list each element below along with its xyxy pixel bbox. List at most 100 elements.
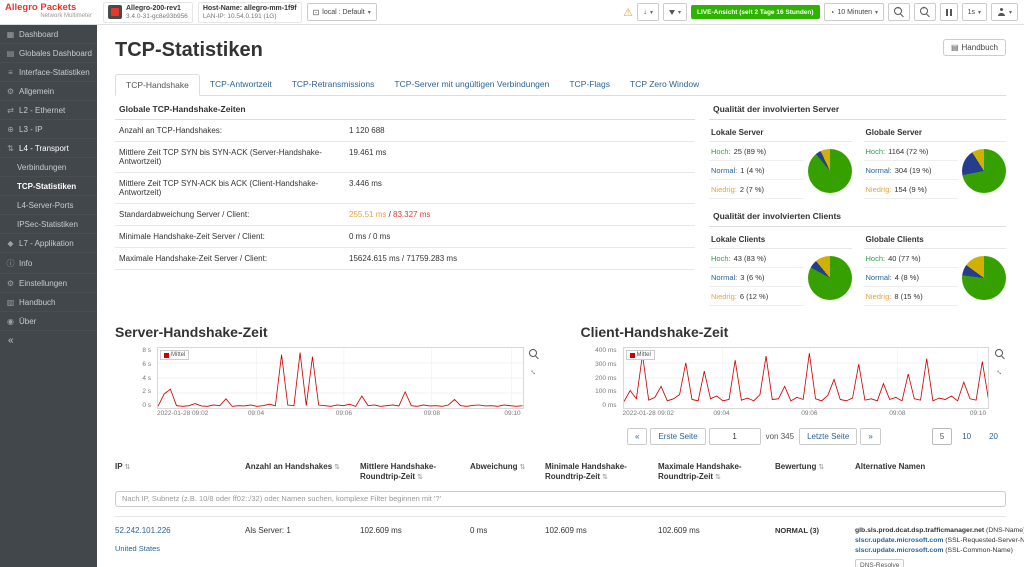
sort-icon: ⇅ xyxy=(519,464,526,471)
sidebar-item-tcp-statistiken[interactable]: TCP-Statistiken xyxy=(0,177,97,196)
table-header-bewertung[interactable]: Bewertung ⇅ xyxy=(775,462,825,471)
live-view-badge[interactable]: LIVE-Ansicht (seit 2 Tage 16 Stunden) xyxy=(691,5,820,19)
sidebar-item-l2-ethernet[interactable]: ⇄ L2 - Ethernet xyxy=(0,101,97,120)
chevron-down-icon: ▾ xyxy=(1008,9,1012,16)
client-handshake-chart-panel: Client-Handshake-Zeit 400 ms 300 ms 200 … xyxy=(581,324,1007,418)
sidebar-item-einstellungen[interactable]: ⚙ Einstellungen xyxy=(0,274,97,293)
table-header-minimale[interactable]: Minimale Handshake-Roundtrip-Zeit ⇅ xyxy=(545,462,627,482)
server-handshake-chart[interactable] xyxy=(157,347,524,409)
next-page-button[interactable]: » xyxy=(860,428,881,445)
device-name: Allegro-200-rev1 xyxy=(126,4,181,12)
refresh-interval-button[interactable]: 1s ▾ xyxy=(961,3,987,21)
dashboard-icon: ▦ xyxy=(6,29,15,39)
handbuch-button-label: Handbuch xyxy=(961,43,998,52)
legend-swatch xyxy=(164,352,169,358)
tab-tcp-handshake[interactable]: TCP-Handshake xyxy=(115,74,200,96)
table-header-ip[interactable]: IP ⇅ xyxy=(115,462,131,471)
sidebar-item-info[interactable]: ⓘ Info xyxy=(0,253,97,274)
tab-tcp-retransmissions[interactable]: TCP-Retransmissions xyxy=(291,79,375,89)
interface-select[interactable]: ⊡ local : Default ▾ xyxy=(306,3,377,21)
sidebar-item-ipsec-statistiken[interactable]: IPSec-Statistiken xyxy=(0,215,97,234)
country-link[interactable]: United States xyxy=(115,544,161,554)
chart-zoom-icon[interactable] xyxy=(994,349,1005,359)
table-header-anzahl[interactable]: Anzahl an Handshakes ⇅ xyxy=(245,462,341,471)
x-axis-labels: 2022-01-28 09:02 09:04 09:06 09:08 09:10 xyxy=(157,410,521,417)
sidebar-item-l4-server-ports[interactable]: L4-Server-Ports xyxy=(0,196,97,215)
zoom-out-button[interactable]: − xyxy=(888,3,911,21)
prev-page-button[interactable]: « xyxy=(627,428,648,445)
sidebar-item-l7-applikation[interactable]: ◆ L7 - Applikation xyxy=(0,234,97,253)
ssl-name-link[interactable]: slscr.update.microsoft.com xyxy=(855,536,944,544)
tab-tcp-server-ungueltige-verbindungen[interactable]: TCP-Server mit ungültigen Verbindungen xyxy=(394,79,550,89)
sidebar-collapse-button[interactable]: « xyxy=(8,335,14,346)
chart-zoom-icon[interactable] xyxy=(529,349,539,359)
quality-row: Hoch: 1164 (72 %) xyxy=(863,142,958,161)
pagination: « Erste Seite von 345 Letzte Seite » xyxy=(627,428,881,445)
table-header-maximale[interactable]: Maximale Handshake-Roundtrip-Zeit ⇅ xyxy=(658,462,742,482)
stats-label: Mittlere Zeit TCP SYN-ACK bis ACK (Clien… xyxy=(119,179,319,197)
page-total-label: von 345 xyxy=(765,432,795,441)
zoom-in-button[interactable]: + xyxy=(914,3,937,21)
max-rtt: 102.609 ms xyxy=(658,525,700,535)
alternative-names: glb.sls.prod.dcat.dsp.trafficmanager.net… xyxy=(855,526,1024,567)
table-header-abweichung[interactable]: Abweichung ⇅ xyxy=(470,462,526,471)
tab-tcp-zero-window[interactable]: TCP Zero Window xyxy=(629,79,700,89)
chart-expand-icon[interactable]: ↔ xyxy=(527,365,541,378)
download-button[interactable]: ↓ ▾ xyxy=(636,3,659,21)
quality-row: Normal: 3 (6 %) xyxy=(709,268,804,287)
ip-link[interactable]: 52.242.101.226 xyxy=(115,525,171,535)
filter-input[interactable] xyxy=(115,490,1006,507)
page-size-20-button[interactable]: 20 xyxy=(981,428,1006,445)
page-size-10-button[interactable]: 10 xyxy=(954,428,979,445)
sidebar-item-interface-statistiken[interactable]: ≡ Interface-Statistiken xyxy=(0,63,97,82)
globale-clients-pie-chart xyxy=(962,255,1006,300)
lokale-clients-pie-chart xyxy=(807,255,852,300)
sidebar-item-label: Interface-Statistiken xyxy=(19,67,90,77)
book-icon: ▤ xyxy=(950,43,959,52)
stats-row: Standardabweichung Server / Client: 255.… xyxy=(115,204,695,226)
ssl-name-link[interactable]: slscr.update.microsoft.com xyxy=(855,547,944,555)
sidebar-item-ueber[interactable]: ◉ Über xyxy=(0,312,97,331)
sidebar-item-l3-ip[interactable]: ⊕ L3 - IP xyxy=(0,120,97,139)
group-title: Globale Server xyxy=(863,122,1006,142)
first-page-button[interactable]: Erste Seite xyxy=(650,428,706,445)
warning-icon[interactable]: ⚠ xyxy=(623,6,633,19)
allegro-logo-icon xyxy=(108,5,122,19)
dns-resolve-button[interactable]: DNS-Resolve xyxy=(855,559,905,567)
min-rtt: 102.609 ms xyxy=(545,525,587,535)
time-range-label: 10 Minuten xyxy=(837,8,873,16)
quality-row: Hoch: 40 (77 %) xyxy=(863,249,958,268)
device-version: 3.4.0-31-gc8e93b956 xyxy=(126,12,188,20)
sidebar-item-l4-transport[interactable]: ⇅ L4 - Transport xyxy=(0,139,97,158)
globale-clients-group: Globale Clients Hoch: 40 (77 %) Normal: 4 … xyxy=(863,229,1006,306)
chart-expand-icon[interactable]: ↔ xyxy=(993,365,1006,378)
sidebar-item-dashboard[interactable]: ▦ Dashboard xyxy=(0,25,97,44)
client-handshake-chart[interactable] xyxy=(622,347,990,409)
summary-panels: Globale TCP-Handshake-Zeiten Anzahl an T… xyxy=(115,96,1006,310)
sidebar-item-handbuch[interactable]: ▥ Handbuch xyxy=(0,293,97,312)
handbuch-button[interactable]: ▤ Handbuch xyxy=(942,39,1006,56)
tab-tcp-flags[interactable]: TCP-Flags xyxy=(569,79,610,89)
sidebar-item-globales-dashboard[interactable]: ▤ Globales Dashboard xyxy=(0,44,97,63)
sidebar-item-allgemein[interactable]: ⚙ Allgemein xyxy=(0,82,97,101)
user-button[interactable]: ▾ xyxy=(990,3,1018,21)
client-quality-groups: Lokale Clients Hoch: 43 (83 %) Normal: 3 (… xyxy=(709,227,1006,310)
stats-value: 15624.615 ms / 71759.283 ms xyxy=(349,254,458,263)
time-range-button[interactable]: ◔ 10 Minuten ▾ xyxy=(823,3,885,21)
sidebar-item-verbindungen[interactable]: Verbindungen xyxy=(0,158,97,177)
filter-button[interactable]: ▾ xyxy=(663,3,688,21)
table-header-mittlere[interactable]: Mittlere Handshake-Roundtrip-Zeit ⇅ xyxy=(360,462,437,482)
client-quality-header: Qualität der involvierten Clients xyxy=(709,203,1006,227)
pause-button[interactable] xyxy=(940,3,958,21)
tab-tcp-antwortzeit[interactable]: TCP-Antwortzeit xyxy=(209,79,272,89)
mean-rtt: 102.609 ms xyxy=(360,525,402,535)
page-size-5-button[interactable]: 5 xyxy=(931,428,953,445)
page-number-input[interactable] xyxy=(708,428,761,445)
sidebar-item-label: IPSec-Statistiken xyxy=(17,219,78,229)
chevron-down-icon: ▾ xyxy=(367,9,371,16)
last-page-button[interactable]: Letzte Seite xyxy=(799,428,858,445)
ethernet-icon: ⇄ xyxy=(7,105,14,115)
clock-icon: ◔ xyxy=(829,7,835,17)
sort-icon: ⇅ xyxy=(417,474,423,482)
chart-title: Client-Handshake-Zeit xyxy=(580,324,729,340)
